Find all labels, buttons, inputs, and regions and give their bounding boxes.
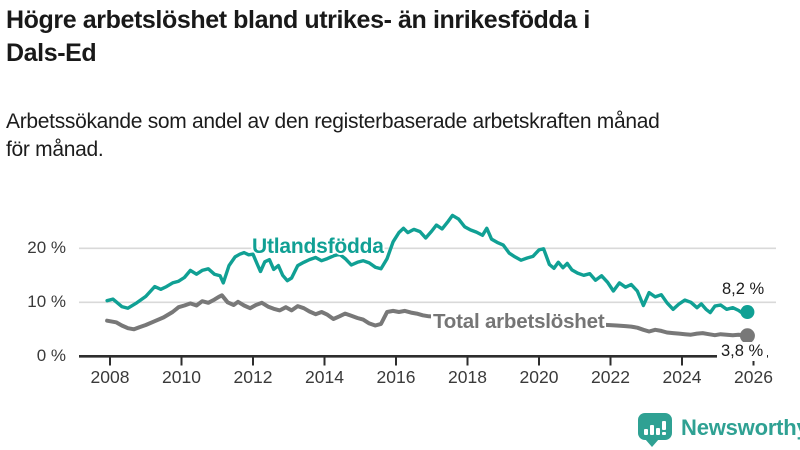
x-tick-label-2022: 2022 <box>591 367 630 387</box>
x-tick-label-2014: 2014 <box>305 367 344 387</box>
logo-bar-chart-glyph <box>644 421 666 435</box>
series-line-total-arbetsloshet <box>105 293 750 338</box>
end-value-label-total: 3,8 % <box>717 342 768 361</box>
x-tick-label-2012: 2012 <box>233 367 273 387</box>
series-label-utlandsfodda: Utlandsfödda <box>252 235 384 258</box>
logo-exclamation-mark <box>662 421 666 435</box>
logo-bar-2 <box>650 425 654 435</box>
logo-bar-3 <box>656 428 660 435</box>
logo-bubble-pointer <box>645 439 659 447</box>
series-label-total-arbetsloshet: Total arbetslöshet <box>431 310 607 334</box>
bar-chart-speech-bubble-icon <box>638 413 672 447</box>
logo-bar-1 <box>644 429 648 435</box>
x-tick-label-2016: 2016 <box>376 367 416 387</box>
series-end-dot-utlandsfodda <box>740 305 755 320</box>
x-tick-label-2020: 2020 <box>519 367 559 387</box>
x-tick-label-2008: 2008 <box>90 367 130 387</box>
y-tick-label-0: 0 % <box>36 346 66 366</box>
x-tick-label-2010: 2010 <box>162 367 201 387</box>
y-tick-label-20: 20 % <box>27 238 66 258</box>
y-tick-label-10: 10 % <box>27 292 66 312</box>
chart-subtitle: Arbetssökande som andel av den registerb… <box>6 110 660 161</box>
x-tick-label-2018: 2018 <box>448 367 487 387</box>
series-line-utlandsfodda <box>105 213 750 316</box>
x-tick-label-2026: 2026 <box>734 367 773 387</box>
brand-name: Newsworthy <box>681 415 800 440</box>
series-end-dot-total-arbetsloshet <box>739 328 755 344</box>
page-title: Högre arbetslöshet bland utrikes- än inr… <box>6 6 590 67</box>
end-value-label-utlandsfodda: 8,2 % <box>722 280 765 298</box>
x-tick-label-2024: 2024 <box>662 367 702 387</box>
newsworthy-logo: Newsworthy <box>638 413 800 447</box>
